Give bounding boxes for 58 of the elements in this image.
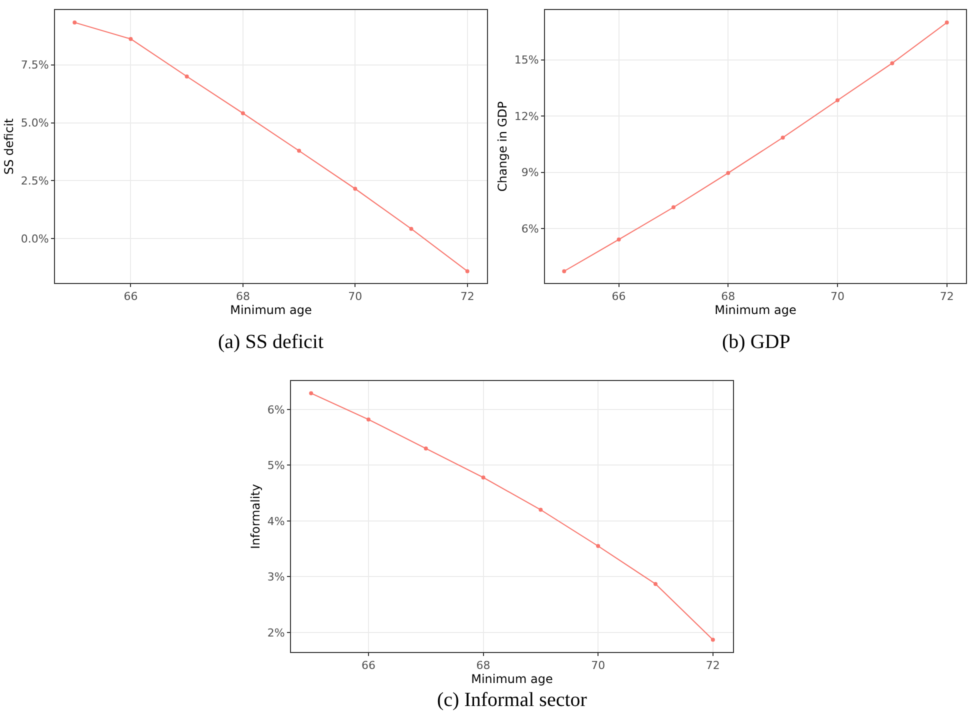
x-tick-label: 70: [591, 659, 606, 672]
x-tick-label: 72: [460, 290, 474, 304]
x-axis-title: Minimum age: [230, 303, 312, 318]
y-tick-label: 0.0%: [20, 232, 49, 246]
y-tick-label: 2.5%: [20, 174, 49, 188]
x-tick-label: 72: [940, 290, 954, 304]
point: [184, 74, 189, 78]
y-axis-title: SS deficit: [2, 118, 16, 175]
x-tick-label: 72: [706, 659, 720, 672]
y-tick-label: 3%: [267, 570, 285, 584]
point: [654, 582, 658, 586]
y-tick-label: 9%: [521, 166, 539, 180]
y-tick-label: 4%: [267, 514, 285, 528]
point: [780, 136, 785, 140]
y-axis-title: Informality: [248, 484, 263, 549]
point: [538, 508, 543, 512]
x-tick-label: 68: [476, 659, 490, 672]
text: (a) SS deficit: [218, 331, 324, 353]
y-tick-label: 2%: [267, 626, 285, 640]
point: [366, 417, 370, 422]
x-tick-label: 66: [612, 290, 626, 304]
point: [710, 638, 715, 642]
point: [596, 544, 600, 548]
x-tick-label: 66: [124, 290, 138, 304]
point: [424, 446, 428, 450]
y-tick-label: 7.5%: [20, 58, 49, 72]
y-tick-label: 6%: [267, 403, 285, 416]
y-tick-label: 5.0%: [20, 116, 49, 130]
x-tick-label: 66: [361, 659, 376, 672]
point: [353, 186, 358, 191]
point: [128, 36, 133, 41]
x-axis-title: Minimum age: [714, 303, 796, 318]
x-tick-label: 70: [348, 290, 362, 304]
point: [309, 391, 314, 396]
text: (b) GDP: [722, 331, 790, 353]
y-tick-label: 15%: [514, 54, 539, 67]
point: [836, 98, 840, 102]
y-tick-label: 12%: [514, 110, 539, 123]
point: [616, 238, 621, 242]
x-tick-label: 70: [830, 290, 845, 304]
point: [726, 171, 730, 176]
point: [409, 226, 414, 231]
y-axis-title: Change in GDP: [496, 101, 510, 192]
y-tick-label: 6%: [521, 222, 539, 236]
point: [481, 475, 486, 480]
point: [562, 269, 566, 274]
y-tick-label: 5%: [267, 459, 285, 472]
point: [72, 20, 77, 24]
point: [240, 111, 245, 116]
point: [944, 20, 949, 25]
x-axis-title: Minimum age: [471, 672, 553, 686]
point: [671, 205, 676, 210]
text: (c) Informal sector: [437, 689, 588, 711]
x-tick-label: 68: [236, 290, 250, 304]
point: [890, 61, 894, 66]
point: [465, 269, 470, 274]
x-tick-label: 68: [721, 290, 736, 304]
point: [297, 148, 302, 153]
